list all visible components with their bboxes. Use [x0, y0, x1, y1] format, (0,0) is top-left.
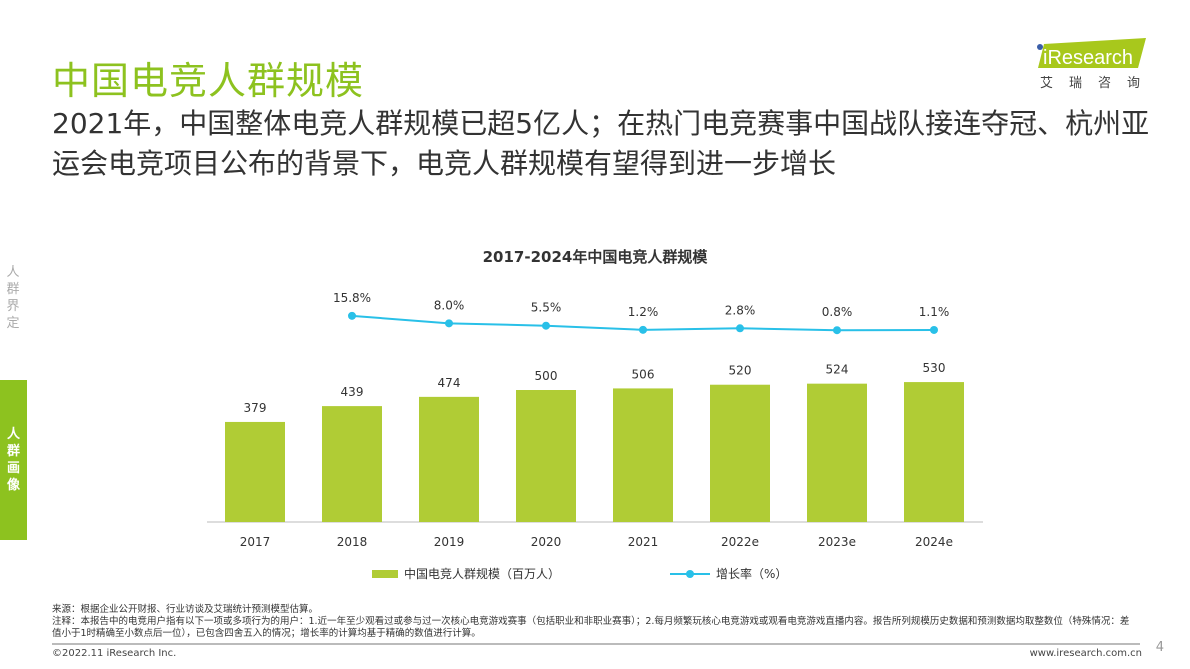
website-link[interactable]: www.iresearch.com.cn — [1029, 648, 1142, 659]
growth-label: 2.8% — [725, 303, 756, 317]
bar — [710, 384, 770, 522]
x-tick-label: 2023e — [818, 535, 856, 549]
logo-cn-char: 艾 — [1040, 76, 1054, 91]
annotation-note: 注释：本报告中的电竞用户指有以下一项或多项行为的用户：1.近一年至少观看过或参与… — [52, 616, 1130, 639]
bar-label: 524 — [826, 363, 849, 377]
growth-point — [348, 311, 356, 320]
growth-label: 5.5% — [531, 301, 562, 315]
divider — [52, 643, 1140, 645]
chart-title: 2017-2024年中国电竞人群规模 — [482, 248, 708, 266]
chart: 379 2017 439 2018 474 2019 500 2020 506 2021 520 20… — [207, 291, 983, 549]
x-tick-label: 2018 — [337, 535, 368, 549]
chart-legend: 中国电竞人群规模（百万人） 增长率（%） — [372, 565, 787, 582]
sidebar-item-portrait[interactable]: 人群画像 — [0, 380, 27, 540]
bar-label: 500 — [535, 369, 558, 383]
bar-label: 474 — [438, 376, 461, 390]
bar — [225, 421, 285, 522]
logo-cn-char: 咨 — [1097, 76, 1111, 91]
x-tick-label: 2024e — [915, 535, 953, 549]
bar-label: 379 — [244, 401, 267, 415]
sidebar-item-definition[interactable]: 人群界定 — [6, 265, 20, 331]
x-tick-label: 2021 — [628, 535, 659, 549]
growth-point — [930, 325, 938, 334]
legend-label: 中国电竞人群规模（百万人） — [404, 567, 561, 581]
page-title: 中国电竞人群规模 — [52, 59, 365, 103]
x-tick-label: 2020 — [531, 535, 562, 549]
bar — [516, 390, 576, 522]
growth-point — [445, 319, 453, 328]
growth-point — [542, 321, 550, 330]
growth-point — [639, 325, 647, 334]
logo-shape: iResearch — [1037, 38, 1146, 68]
growth-label: 15.8% — [333, 291, 371, 305]
growth-point — [736, 324, 744, 333]
x-tick-label: 2022e — [721, 535, 759, 549]
growth-label: 8.0% — [434, 298, 465, 312]
legend-bar-swatch — [372, 569, 398, 578]
iresearch-logo: iResearch 艾 瑞 咨 询 — [1034, 38, 1146, 91]
page-subtitle: 2021年，中国整体电竞人群规模已超5亿人；在热门电竞赛事中国战队接连夺冠、杭州… — [52, 107, 1150, 180]
legend-label: 增长率（%） — [716, 567, 788, 581]
logo-cn-char: 询 — [1126, 76, 1140, 91]
bar-label: 439 — [341, 385, 364, 399]
copyright: ©2022.11 iResearch Inc. — [52, 648, 177, 659]
bar — [904, 382, 964, 522]
sidebar-item-label: 人群画像 — [6, 427, 20, 493]
source-note: 来源：根据企业公开财报、行业访谈及艾瑞统计预测模型估算。 — [52, 604, 319, 615]
growth-label: 1.2% — [628, 305, 659, 319]
bar — [322, 406, 382, 522]
bar-label: 530 — [923, 361, 946, 375]
page-number: 4 — [1155, 640, 1164, 655]
x-tick-label: 2019 — [434, 535, 465, 549]
x-tick-label: 2017 — [240, 535, 271, 549]
bar-label: 520 — [729, 364, 752, 378]
bar — [419, 396, 479, 522]
bar — [613, 388, 673, 522]
bar-label: 506 — [632, 367, 655, 381]
legend-line-swatch — [670, 569, 711, 579]
logo-cn-char: 瑞 — [1068, 76, 1082, 91]
svg-text:iResearch: iResearch — [1043, 47, 1133, 68]
growth-point — [833, 326, 841, 335]
growth-label: 0.8% — [822, 305, 853, 319]
bar — [807, 383, 867, 522]
footnotes: 来源：根据企业公开财报、行业访谈及艾瑞统计预测模型估算。 注释：本报告中的电竞用… — [52, 604, 1132, 640]
growth-label: 1.1% — [919, 305, 950, 319]
